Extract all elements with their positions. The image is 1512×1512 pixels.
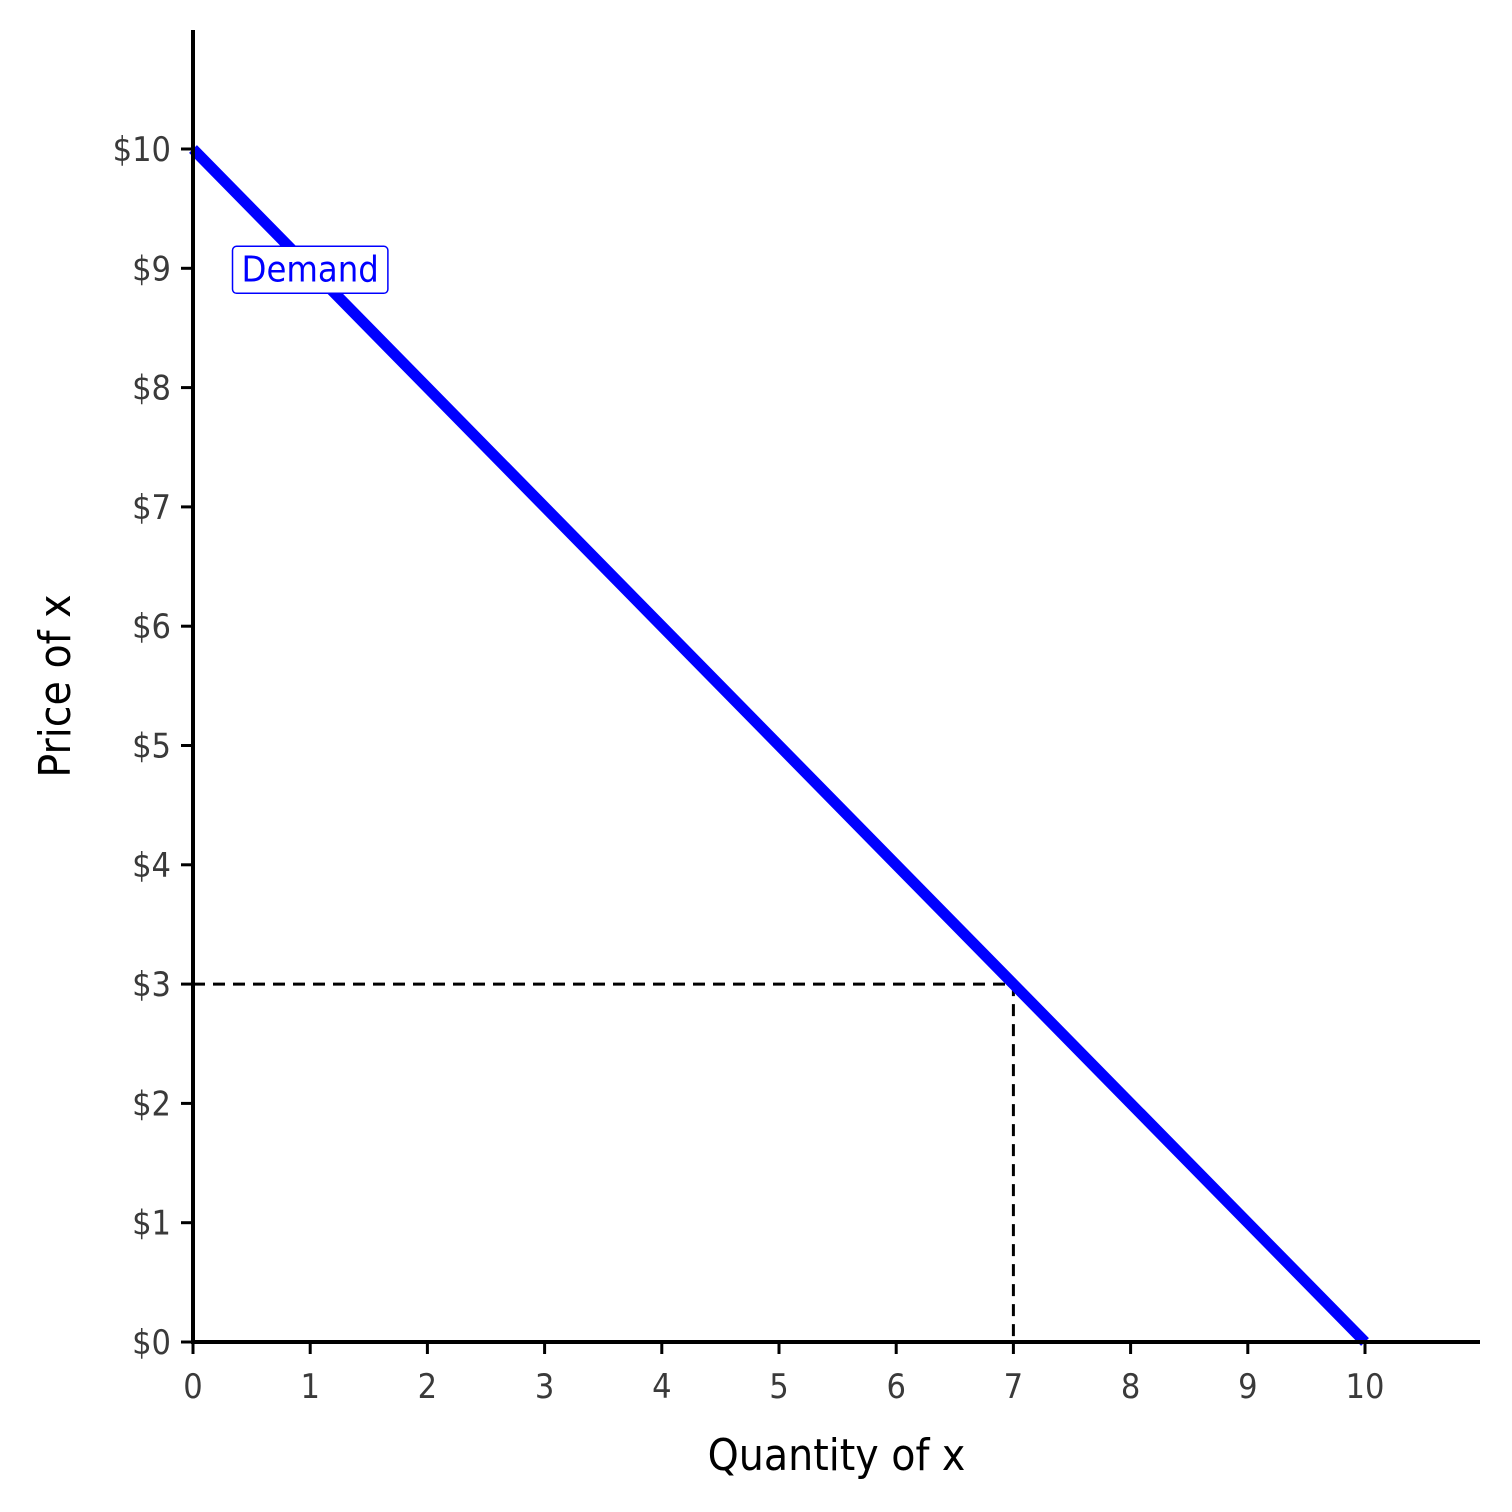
demand-line [189,145,1369,1346]
y-tick-label: $10 [113,130,171,170]
x-tick-label: 9 [1238,1367,1257,1407]
x-tick-label: 5 [769,1367,788,1407]
x-tick-label: 0 [183,1367,202,1407]
x-axis-title: Quantity of x [708,1430,966,1481]
reference-lines [193,982,1015,1342]
annotations: Demand [231,245,389,295]
y-tick-label: $5 [132,727,171,767]
y-tick-label: $6 [132,607,171,647]
x-tick-label: 1 [300,1367,319,1407]
demand-label-text: Demand [242,249,379,290]
y-axis-title: Price of x [30,594,81,777]
y-axis-ticks: $0 $1 $2 $3 $4 $5 $6 $7 $8 $9 $10 [113,130,193,1363]
x-tick-label: 6 [886,1367,905,1407]
axes: 0 1 2 3 4 5 6 7 8 9 10 $0 $1 $2 $3 $4 $5 $6 $7 $8 $9 $10 [113,30,1480,1407]
x-tick-label: 2 [418,1367,437,1407]
y-tick-label: $4 [132,846,171,886]
x-tick-label: 3 [535,1367,554,1407]
x-axis-ticks: 0 1 2 3 4 5 6 7 8 9 10 [183,1342,1384,1407]
y-tick-label: $0 [132,1323,171,1363]
y-tick-label: $7 [132,488,171,528]
x-tick-label: 8 [1121,1367,1140,1407]
x-tick-label: 4 [652,1367,671,1407]
y-tick-label: $9 [132,249,171,289]
series-layer [189,145,1369,1346]
x-tick-label: 10 [1346,1367,1385,1407]
y-tick-label: $8 [132,369,171,409]
demand-label-box [231,245,389,295]
y-tick-label: $3 [132,965,171,1005]
x-tick-label: 7 [1004,1367,1023,1407]
y-tick-label: $1 [132,1204,171,1244]
demand-label: Demand [231,245,389,295]
y-tick-label: $2 [132,1084,171,1124]
